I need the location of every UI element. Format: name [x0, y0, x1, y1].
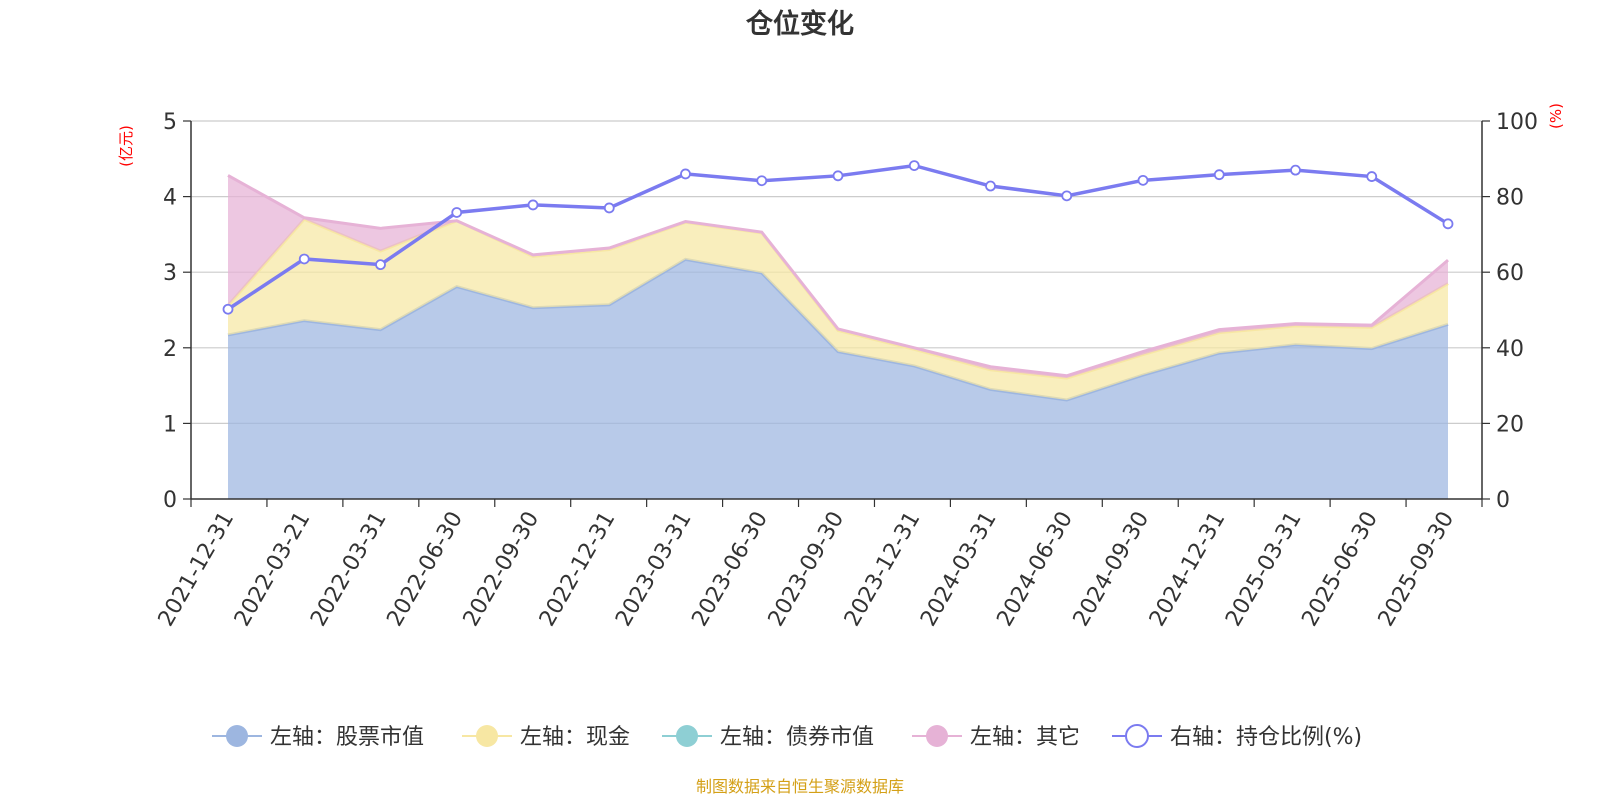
x-tick-label: 2023-09-30 — [764, 508, 850, 631]
ratio-point — [375, 259, 386, 271]
legend-marker — [926, 725, 948, 747]
legend-item: 左轴：现金 — [462, 725, 630, 750]
ratio-line-layer — [222, 160, 1454, 315]
x-tick-label: 2022-03-31 — [306, 508, 392, 631]
x-tick-label: 2023-03-31 — [611, 508, 697, 631]
legend-marker — [676, 725, 698, 747]
chart-title: 仓位变化 — [745, 8, 854, 40]
left-tick-label: 2 — [163, 337, 177, 362]
x-tick-label: 2025-09-30 — [1374, 508, 1460, 631]
ratio-point — [298, 253, 310, 265]
ratio-point — [756, 175, 768, 187]
legend-label: 左轴：股票市值 — [270, 725, 424, 750]
ratio-point — [1442, 218, 1454, 230]
ratio-point — [451, 207, 463, 218]
x-tick-label: 2021-12-31 — [154, 508, 240, 631]
ratio-point — [222, 303, 234, 315]
legend-marker — [226, 725, 248, 747]
right-axis-label: (%) — [1547, 103, 1565, 129]
area-左轴：股票市值 — [228, 259, 1448, 499]
x-tick-label: 2023-12-31 — [840, 508, 926, 631]
left-tick-label: 5 — [163, 110, 177, 135]
right-tick-label: 100 — [1496, 110, 1538, 135]
legend-label: 左轴：其它 — [970, 725, 1080, 750]
ratio-point — [1061, 190, 1073, 202]
legend-marker — [476, 725, 498, 747]
left-axis-label: (亿元) — [117, 125, 135, 167]
right-tick-label: 60 — [1496, 261, 1524, 286]
left-tick-label: 1 — [163, 412, 177, 437]
legend-marker — [1125, 724, 1149, 748]
x-tick-label: 2022-12-31 — [535, 508, 621, 631]
x-tick-label: 2022-09-30 — [459, 508, 545, 631]
legend-label: 左轴：现金 — [520, 725, 630, 750]
ratio-point — [603, 202, 615, 214]
x-tick-label: 2024-12-31 — [1145, 508, 1231, 631]
x-tick-label: 2025-03-31 — [1221, 508, 1307, 631]
ratio-point — [908, 160, 920, 172]
right-tick-label: 0 — [1496, 488, 1510, 513]
ratio-point — [1137, 174, 1149, 186]
ratio-point — [832, 170, 844, 182]
right-tick-label: 80 — [1496, 186, 1524, 211]
ratio-point — [1290, 164, 1301, 176]
right-tick-label: 40 — [1496, 337, 1524, 362]
legend-label: 左轴：债券市值 — [720, 725, 874, 750]
ratio-point — [1366, 171, 1378, 182]
x-tick-label: 2022-03-21 — [230, 508, 316, 631]
x-tick-label: 2025-06-30 — [1297, 508, 1383, 631]
ratio-point — [1213, 169, 1225, 181]
x-tick-label: 2022-06-30 — [382, 508, 468, 631]
legend-item: 左轴：其它 — [912, 725, 1080, 750]
legend-item: 右轴：持仓比例(%) — [1112, 724, 1362, 750]
right-tick-label: 20 — [1496, 412, 1524, 437]
legend-label: 右轴：持仓比例(%) — [1170, 725, 1362, 750]
x-tick-label: 2023-06-30 — [687, 508, 773, 631]
left-tick-label: 3 — [163, 261, 177, 286]
legend: 左轴：股票市值 左轴：现金 左轴：债券市值 左轴：其它 右轴：持仓比例(%) — [212, 724, 1362, 750]
stacked-areas — [226, 174, 1449, 499]
ratio-point — [985, 180, 996, 192]
ratio-point — [527, 199, 539, 211]
area-edge-左轴：其它 — [227, 174, 1449, 378]
x-tick-label: 2024-03-31 — [916, 508, 1002, 631]
ratio-point — [680, 168, 691, 180]
legend-item: 左轴：债券市值 — [662, 725, 874, 750]
left-tick-label: 4 — [163, 186, 177, 211]
legend-item: 左轴：股票市值 — [212, 725, 424, 750]
x-tick-label: 2024-06-30 — [992, 508, 1078, 631]
source-note: 制图数据来自恒生聚源数据库 — [696, 777, 904, 796]
left-tick-label: 0 — [163, 488, 177, 513]
x-tick-label: 2024-09-30 — [1069, 508, 1155, 631]
